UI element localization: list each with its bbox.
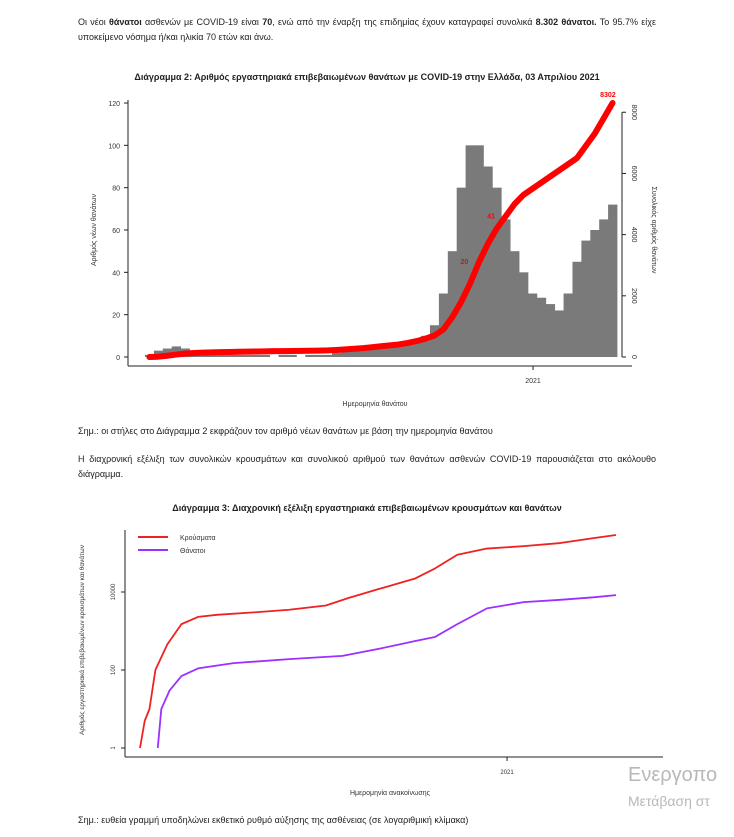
series-line-cases [139,534,617,749]
intro-text: Οι νέοι [78,17,110,27]
bar [412,340,422,357]
bar [536,297,547,357]
bar [323,354,333,357]
activation-watermark-title: Ενεργοπο [628,764,718,786]
bar [599,219,609,357]
intro-text: Το 95.7% είχε υποκείμενο νόσημα ή/και ηλ… [78,17,656,42]
bar [314,354,324,357]
bar [358,348,369,357]
x-axis-label: Ημερομηνία θανάτου [343,400,408,408]
x-tick-label: 2021 [525,378,541,385]
y-tick-label: 10000 [111,583,117,600]
bar [421,335,431,357]
legend-label: Θάνατοι [180,547,206,555]
x-axis-label: Ημερομηνία ανακοίνωσης [350,789,431,797]
intro-text: , ενώ από την έναρξη της επιδημίας έχουν… [272,17,536,27]
bar [332,352,342,357]
bar [376,346,386,357]
intro-paragraph: Οι νέοι θάνατοι ασθενών με COVID-19 είνα… [78,15,656,45]
bar [242,354,253,357]
bar [527,293,538,357]
bar [349,348,360,357]
paragraph-2: Η διαχρονική εξέλιξη των συνολικών κρουσ… [78,454,656,479]
y2-tick-label: 4000 [630,227,637,243]
bar [456,187,467,357]
chart2-deaths: 0 20 40 60 80 100 120 0 2000 4000 6000 8000 2021 Ημερ… [90,92,658,408]
intro-bold-count: 70 [262,17,273,27]
intro-text: ασθενών με COVID-19 είναι [141,17,263,27]
chart2-title: Διάγραμμα 2: Αριθμός εργαστηριακά επιβεβ… [134,72,600,82]
bar [234,354,244,357]
bar [260,354,271,357]
bar [554,310,564,357]
bar [474,145,484,357]
series-line-deaths [156,594,617,749]
bar [465,145,475,357]
cumulative-deaths-line [146,100,616,360]
x-tick-label: 2021 [500,770,514,776]
bar [483,166,493,357]
chart2-note: Σημ.: οι στήλες στο Διάγραμμα 2 εκφράζου… [78,426,493,436]
bar [501,219,511,357]
y2-tick-label: 6000 [630,166,637,182]
intro-bold-deaths: θάνατοι [109,17,142,27]
y2-tick-label: 0 [630,355,637,359]
bar [590,230,600,357]
bar [305,354,315,357]
bar [385,346,395,357]
y2-axis-label: Συνολικός αριθμός θανάτων [650,187,658,274]
bar [251,354,262,357]
bar [394,344,404,357]
bar [545,304,556,357]
annotation-label: 41 [487,213,495,220]
bar [447,251,458,357]
y-tick-label: 100 [111,664,117,675]
y-axis-label: Αριθμός εργαστηριακά επιβεβαιωμένων κρου… [78,545,86,735]
y-tick-label: 100 [108,143,120,150]
chart3-title: Διάγραμμα 3: Διαχρονική εξέλιξη εργαστηρ… [172,503,562,513]
annotation-label: 20 [461,259,469,266]
bar [403,344,413,357]
bar [340,350,351,357]
bar [510,251,520,357]
bar [367,348,377,357]
annotation-label: 8302 [600,92,616,99]
y-axis-label: Αριθμός νέων θανάτων [90,194,98,266]
bar [287,354,297,357]
y2-tick-label: 8000 [630,104,637,120]
intro-bold-total: 8.302 θάνατοι. [535,17,597,27]
y-tick-label: 120 [108,101,120,108]
y-tick-label: 80 [112,186,120,193]
bar [608,204,618,357]
y-tick-label: 0 [116,355,120,362]
y-tick-label: 40 [112,270,120,277]
chart3-note: Σημ.: ευθεία γραμμή υποδηλώνει εκθετικό … [78,815,469,825]
bar [225,354,235,357]
bar [572,261,582,357]
activation-watermark-subtitle: Μετάβαση στ [628,793,710,809]
bar [581,240,591,357]
y2-tick-label: 2000 [630,288,637,304]
bar [563,293,573,357]
bar [278,354,288,357]
y-tick-label: 60 [112,228,120,235]
y-tick-label: 1 [111,746,117,750]
bar [492,187,502,357]
y-tick-label: 20 [112,313,120,320]
bar [519,272,529,357]
bar [429,325,440,357]
legend-label: Κρούσματα [180,534,216,542]
